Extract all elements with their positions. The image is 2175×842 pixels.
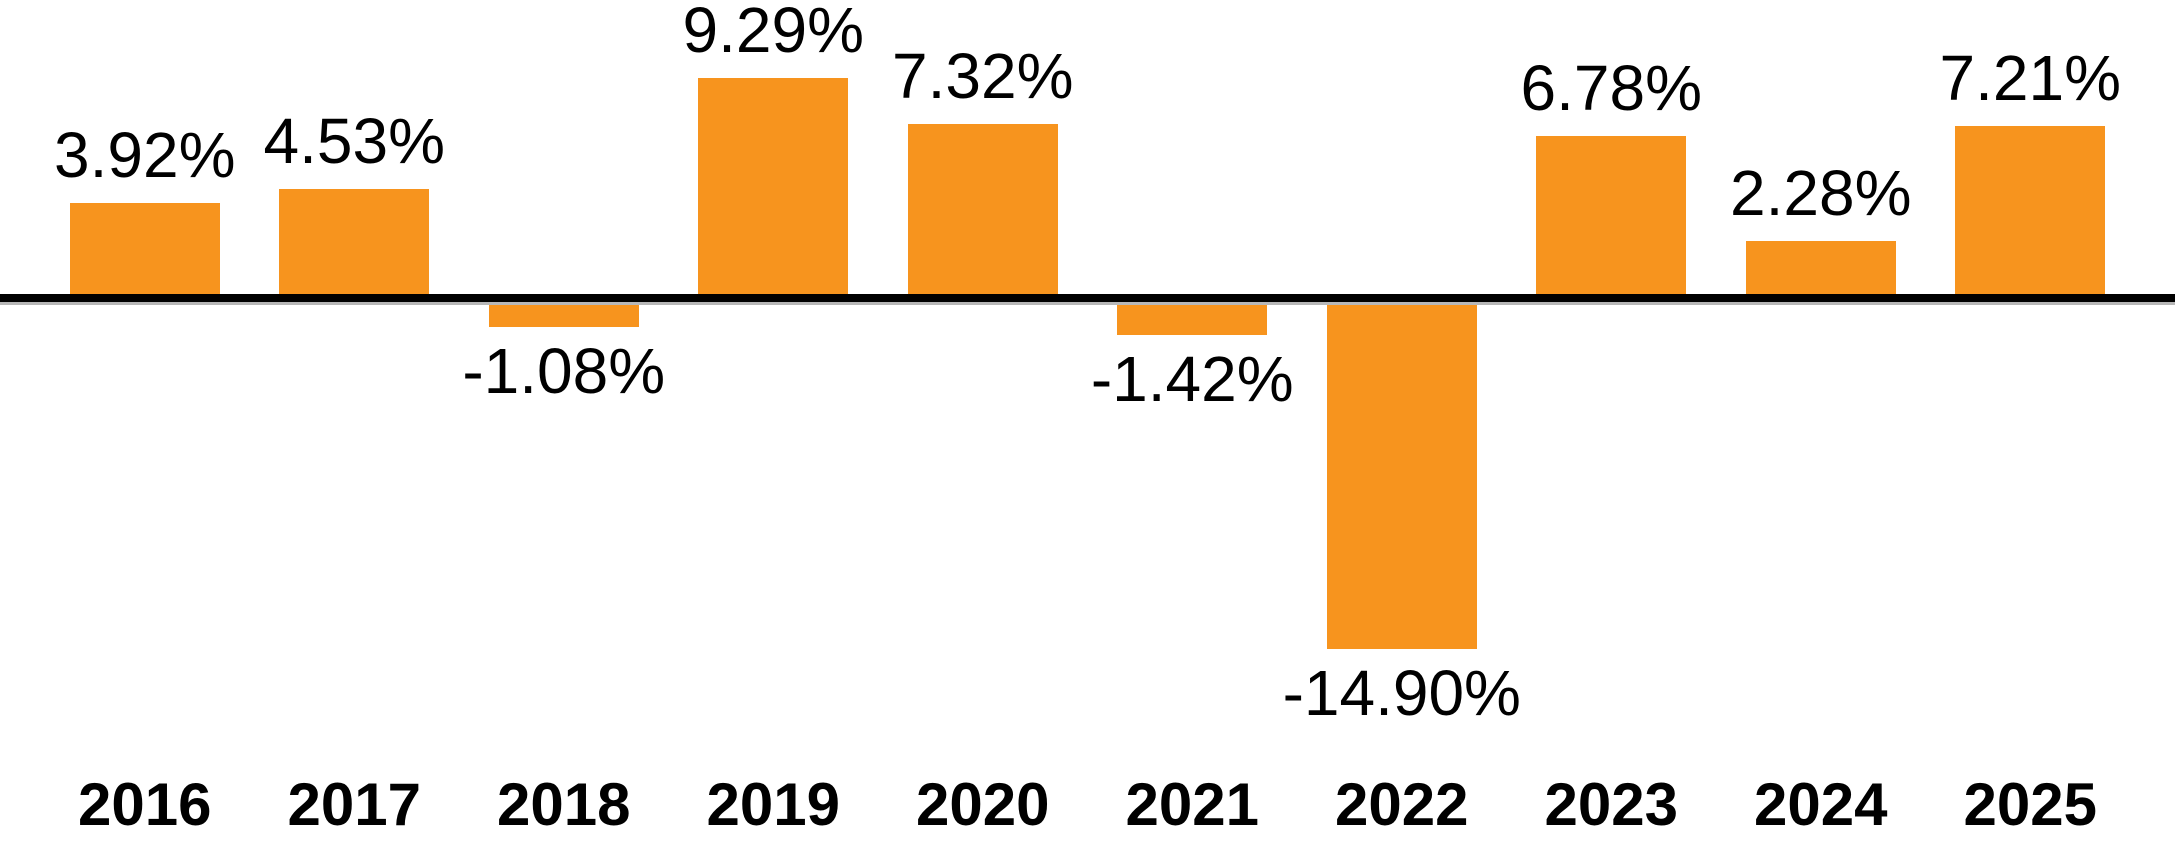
- x-tick-label-2019: 2019: [706, 771, 840, 838]
- bar-2021: [1117, 302, 1268, 336]
- x-tick-label-2021: 2021: [1125, 771, 1259, 838]
- x-tick-label-2017: 2017: [287, 771, 421, 838]
- bar-2023: [1536, 136, 1687, 294]
- x-tick-label-2023: 2023: [1544, 771, 1678, 838]
- x-tick-label-2025: 2025: [1963, 771, 2097, 838]
- value-label-2022: -14.90%: [1282, 656, 1521, 729]
- bar-2020: [907, 123, 1058, 294]
- bar-2016: [69, 202, 220, 294]
- value-label-2016: 3.92%: [54, 118, 236, 191]
- value-label-2019: 9.29%: [682, 0, 864, 66]
- x-tick-label-2020: 2020: [916, 771, 1050, 838]
- value-label-2024: 2.28%: [1730, 156, 1912, 229]
- value-label-2018: -1.08%: [462, 335, 666, 408]
- value-label-2021: -1.42%: [1090, 343, 1294, 416]
- x-tick-label-2018: 2018: [497, 771, 631, 838]
- bar-2018: [488, 302, 639, 328]
- value-label-2017: 4.53%: [263, 104, 445, 177]
- x-tick-label-2022: 2022: [1335, 771, 1469, 838]
- x-axis-zero-line: [0, 294, 2175, 302]
- value-label-2025: 7.21%: [1939, 42, 2121, 115]
- bar-2019: [698, 77, 849, 294]
- x-axis-shadow-line: [0, 302, 2175, 305]
- bar-2022: [1326, 302, 1477, 649]
- bar-2017: [279, 188, 430, 294]
- value-label-2020: 7.32%: [892, 39, 1074, 112]
- bar-2024: [1745, 240, 1896, 294]
- value-label-2023: 6.78%: [1520, 52, 1702, 125]
- x-tick-label-2024: 2024: [1754, 771, 1888, 838]
- x-tick-label-2016: 2016: [78, 771, 212, 838]
- bar-2025: [1955, 126, 2106, 294]
